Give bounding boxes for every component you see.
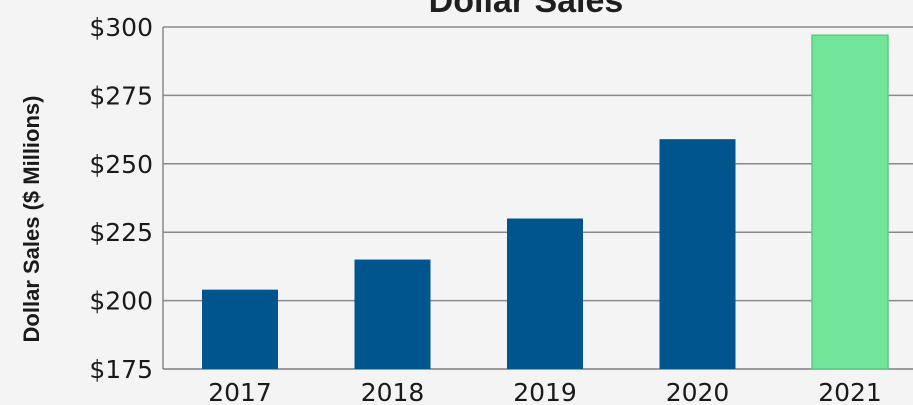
bar-2017 (202, 289, 278, 369)
y-tick-label: $300 (89, 13, 153, 42)
chart-title: Dollar Sales (429, 0, 624, 20)
bar-2018 (354, 259, 431, 369)
x-tick-label: 2020 (666, 378, 730, 405)
x-tick-label: 2019 (513, 378, 577, 405)
bar-2021 (811, 34, 889, 370)
y-tick-label: $225 (89, 218, 153, 247)
y-tick-label: $275 (89, 81, 153, 110)
bar-2019 (507, 218, 583, 369)
y-tick-label: $200 (89, 287, 153, 316)
y-axis-label: Dollar Sales ($ Millions) (19, 96, 44, 343)
x-tick-label: 2017 (208, 378, 272, 405)
bar-2020 (659, 139, 736, 369)
x-tick-labels: 2017 2018 2019 2020 2021 (208, 378, 882, 405)
y-tick-label: $175 (89, 355, 153, 384)
y-tick-labels: $175 $200 $225 $250 $275 $300 (89, 13, 153, 384)
bar-series (202, 34, 889, 370)
y-tick-label: $250 (89, 150, 153, 179)
x-tick-label: 2018 (361, 378, 425, 405)
x-tick-label: 2021 (818, 378, 882, 405)
